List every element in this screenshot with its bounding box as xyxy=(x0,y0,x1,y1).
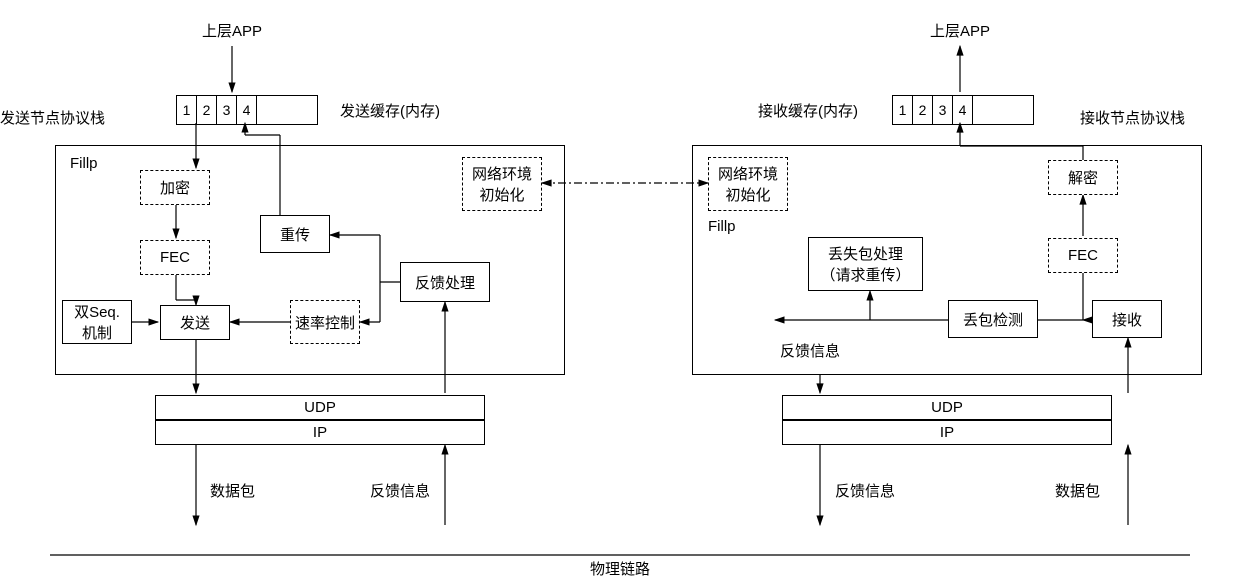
buffer-cell: 2 xyxy=(197,96,217,124)
buffer-cell: 3 xyxy=(933,96,953,124)
net-init-right-box: 网络环境 初始化 xyxy=(708,157,788,211)
send-box: 发送 xyxy=(160,305,230,340)
buffer-cell: 3 xyxy=(217,96,237,124)
encrypt-box: 加密 xyxy=(140,170,210,205)
fillp-right-label: Fillp xyxy=(708,218,736,235)
recv-stack-label: 接收节点协议栈 xyxy=(1080,107,1185,128)
buffer-cell: 4 xyxy=(237,96,257,124)
send-buffer-label: 发送缓存(内存) xyxy=(340,100,440,121)
upper-app-right-label: 上层APP xyxy=(930,20,990,41)
ip-right: IP xyxy=(782,420,1112,445)
feedback-info-br-label: 反馈信息 xyxy=(835,480,895,501)
decrypt-box: 解密 xyxy=(1048,160,1118,195)
net-init-left-box: 网络环境 初始化 xyxy=(462,157,542,211)
recv-buffer-label: 接收缓存(内存) xyxy=(758,100,858,121)
fillp-left-label: Fillp xyxy=(70,155,98,172)
udp-right: UDP xyxy=(782,395,1112,420)
buffer-cell: 1 xyxy=(177,96,197,124)
buffer-cell: 2 xyxy=(913,96,933,124)
retransmit-box: 重传 xyxy=(260,215,330,253)
feedback-info-right-label: 反馈信息 xyxy=(780,340,840,361)
udp-left: UDP xyxy=(155,395,485,420)
buffer-cell xyxy=(973,96,1033,124)
fec-right-box: FEC xyxy=(1048,238,1118,273)
send-stack-label: 发送节点协议栈 xyxy=(0,107,130,128)
buffer-cell: 4 xyxy=(953,96,973,124)
receive-box: 接收 xyxy=(1092,300,1162,338)
buffer-cell: 1 xyxy=(893,96,913,124)
buffer-cell xyxy=(257,96,317,124)
dual-seq-box: 双Seq. 机制 xyxy=(62,300,132,344)
upper-app-left-label: 上层APP xyxy=(202,20,262,41)
loss-handle-box: 丢失包处理 （请求重传） xyxy=(808,237,923,291)
rate-ctrl-box: 速率控制 xyxy=(290,300,360,344)
recv-buffer: 1 2 3 4 xyxy=(892,95,1034,125)
ip-left: IP xyxy=(155,420,485,445)
feedback-proc-box: 反馈处理 xyxy=(400,262,490,302)
feedback-info-left-label: 反馈信息 xyxy=(370,480,430,501)
data-pkt-right-label: 数据包 xyxy=(1055,480,1100,501)
loss-detect-box: 丢包检测 xyxy=(948,300,1038,338)
fec-left-box: FEC xyxy=(140,240,210,275)
phy-link-label: 物理链路 xyxy=(590,558,650,579)
send-buffer: 1 2 3 4 xyxy=(176,95,318,125)
data-pkt-left-label: 数据包 xyxy=(210,480,255,501)
